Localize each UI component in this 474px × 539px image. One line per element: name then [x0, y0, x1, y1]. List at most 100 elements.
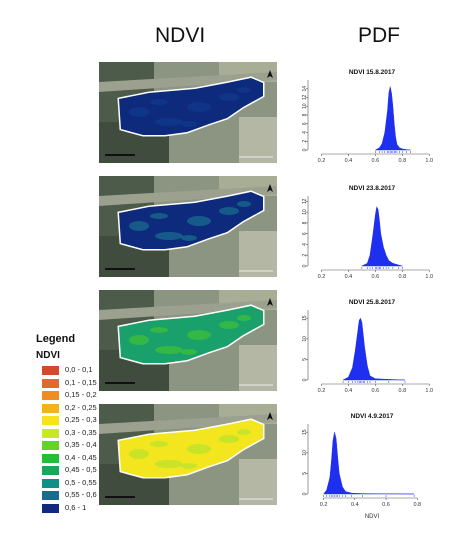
legend-swatch — [42, 453, 59, 463]
scale-bar-icon — [105, 268, 135, 270]
scale-bar-icon — [105, 382, 135, 384]
ndvi-patch — [181, 235, 197, 241]
meadow-area — [239, 345, 277, 391]
legend-item: 0,35 - 0,4 — [42, 440, 112, 451]
ndvi-map-1 — [99, 62, 277, 163]
legend-item: 0,4 - 0,45 — [42, 453, 112, 464]
x-tick-label: 1.0 — [425, 274, 433, 280]
legend-swatch — [42, 391, 59, 400]
legend-swatch — [42, 491, 59, 500]
ndvi-map-2 — [99, 176, 277, 277]
chart-title: NDVI 15.8.2017 — [349, 69, 396, 76]
x-tick-label: 0.6 — [372, 158, 380, 164]
north-arrow-icon — [267, 70, 273, 78]
ndvi-variation — [129, 201, 251, 241]
ndvi-variation — [129, 87, 251, 127]
x-tick-label: 0.6 — [372, 274, 380, 280]
ndvi-patch — [237, 315, 251, 321]
x-tick-label: 0.6 — [372, 388, 380, 394]
ndvi-patch — [187, 102, 211, 112]
legend-swatch — [42, 478, 59, 488]
attribution-strip — [239, 270, 273, 272]
legend-swatch — [42, 428, 59, 438]
meadow-area — [239, 117, 277, 163]
y-tick-label: 6 — [302, 122, 308, 125]
pdf-chart-3: NDVI 25.8.2017 0 5 10 15 0.2 0.4 0.6 0.8 1.0 — [290, 294, 440, 402]
ndvi-patch — [219, 93, 239, 101]
legend-item: 0,55 - 0,6 — [42, 490, 112, 501]
meadow-area — [239, 231, 277, 277]
ndvi-patch — [155, 346, 183, 354]
pdf-chart-1: NDVI 15.8.2017 0 2 4 6 8 10 12 14 0.2 0.4 0.6 0.8 1.0 — [290, 64, 440, 172]
legend-item: 0,3 - 0,35 — [42, 428, 112, 439]
ndvi-patch — [150, 99, 168, 105]
y-tick-label: 4 — [302, 131, 308, 134]
y-tick-label: 8 — [302, 113, 308, 116]
legend-item: 0,6 - 1 — [42, 503, 112, 514]
pdf-chart-2: NDVI 23.8.2017 0 2 4 6 8 10 12 0.2 0.4 0.6 0.8 1.0 — [290, 180, 440, 288]
ndvi-variation — [129, 429, 251, 469]
ndvi-patch — [155, 118, 183, 126]
ndvi-patch — [150, 213, 168, 219]
attribution-strip — [239, 384, 273, 386]
y-tick-label: 15 — [302, 429, 308, 435]
ndvi-patch — [219, 321, 239, 329]
ndvi-patch — [181, 121, 197, 127]
y-tick-label: 5 — [302, 472, 308, 475]
y-tick-label: 12 — [302, 198, 308, 204]
x-tick-label: 1.0 — [425, 158, 433, 164]
ndvi-patch — [181, 349, 197, 355]
pdf-chart-4: NDVI 4.9.2017 0 5 10 15 0.2 0.4 0.6 0.8 NDVI — [290, 408, 440, 520]
legend-label: 0,2 - 0,25 — [65, 402, 97, 412]
y-tick-label: 15 — [302, 315, 308, 321]
legend-swatch — [42, 378, 59, 388]
ndvi-map-4 — [99, 404, 277, 505]
y-tick-label: 5 — [302, 358, 308, 361]
legend-swatch — [42, 403, 59, 413]
legend-item: 0,5 - 0,55 — [42, 478, 112, 489]
legend-label: 0,35 - 0,4 — [65, 440, 97, 449]
north-arrow-icon — [267, 412, 273, 420]
legend-swatch — [42, 416, 59, 425]
ndvi-patch — [219, 207, 239, 215]
y-tick-label: 10 — [302, 209, 308, 215]
north-arrow-icon — [267, 298, 273, 306]
legend-title: Legend — [36, 333, 76, 345]
legend-label: 0,45 - 0,5 — [65, 465, 97, 474]
density-area — [375, 86, 411, 151]
x-tick-label: 0.8 — [398, 388, 406, 394]
legend-item: 0,1 - 0,15 — [42, 378, 112, 389]
x-tick-label: 1.0 — [425, 388, 433, 394]
x-axis-label: NDVI — [365, 514, 380, 520]
field-strip — [99, 186, 277, 206]
x-tick-label: 0.2 — [318, 388, 326, 394]
y-tick-label: 12 — [302, 95, 308, 101]
field-strip — [99, 72, 277, 92]
ndvi-patch — [155, 460, 183, 468]
legend-label: 0,0 - 0,1 — [65, 365, 93, 374]
y-tick-label: 10 — [302, 450, 308, 456]
legend-label: 0,15 - 0,2 — [65, 390, 97, 399]
pdf-column-title: PDF — [358, 24, 400, 47]
north-arrow-icon — [267, 184, 273, 192]
ndvi-patch — [155, 232, 183, 240]
y-tick-label: 4 — [302, 243, 308, 246]
ndvi-patch — [129, 449, 149, 459]
ndvi-patch — [150, 441, 168, 447]
ndvi-patch — [187, 216, 211, 226]
rug-marks — [342, 381, 406, 383]
chart-title: NDVI 23.8.2017 — [349, 185, 396, 192]
ndvi-map-3 — [99, 290, 277, 391]
x-tick-label: 0.2 — [320, 502, 328, 508]
ndvi-patch — [219, 435, 239, 443]
x-tick-label: 0.4 — [345, 388, 353, 394]
ndvi-patch — [181, 463, 197, 469]
rug-marks — [323, 495, 415, 497]
field-strip — [99, 300, 277, 320]
ndvi-variation — [129, 315, 251, 355]
density-area — [361, 205, 403, 267]
meadow-area — [239, 459, 277, 505]
chart-title: NDVI 25.8.2017 — [349, 299, 396, 306]
legend-item: 0,15 - 0,2 — [42, 390, 112, 401]
ndvi-patch — [187, 330, 211, 340]
